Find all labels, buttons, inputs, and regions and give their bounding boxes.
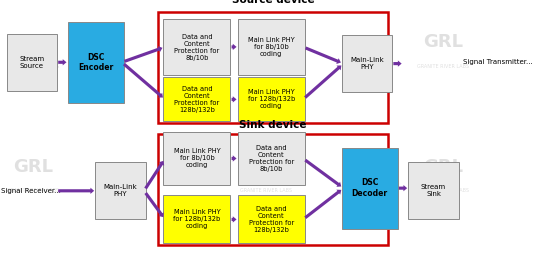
FancyBboxPatch shape bbox=[95, 162, 146, 219]
FancyBboxPatch shape bbox=[238, 19, 305, 75]
FancyBboxPatch shape bbox=[68, 22, 124, 103]
Text: Data and
Content
Protection for
8b/10b: Data and Content Protection for 8b/10b bbox=[249, 145, 294, 172]
FancyBboxPatch shape bbox=[342, 148, 398, 229]
Text: GRL: GRL bbox=[423, 33, 463, 51]
Bar bbox=[158, 12, 388, 123]
FancyBboxPatch shape bbox=[7, 34, 57, 91]
FancyBboxPatch shape bbox=[408, 162, 459, 219]
FancyBboxPatch shape bbox=[163, 195, 230, 243]
Text: Sink device: Sink device bbox=[239, 120, 306, 130]
Text: Main Link PHY
for 128b/132b
coding: Main Link PHY for 128b/132b coding bbox=[248, 89, 295, 109]
Text: Main Link PHY
for 8b/10b
coding: Main Link PHY for 8b/10b coding bbox=[173, 148, 220, 168]
Text: GRANITE RIVER LABS: GRANITE RIVER LABS bbox=[417, 188, 469, 193]
FancyBboxPatch shape bbox=[163, 19, 230, 75]
Text: GRANITE RIVER LABS: GRANITE RIVER LABS bbox=[417, 64, 469, 69]
Text: GRL: GRL bbox=[423, 158, 463, 176]
Text: GRL: GRL bbox=[13, 33, 53, 51]
Text: Main Link PHY
for 128b/132b
coding: Main Link PHY for 128b/132b coding bbox=[173, 209, 220, 229]
FancyBboxPatch shape bbox=[163, 132, 230, 185]
Text: DSC
Decoder: DSC Decoder bbox=[352, 178, 388, 198]
Text: GRL: GRL bbox=[13, 158, 53, 176]
Text: Data and
Content
Protection for
8b/10b: Data and Content Protection for 8b/10b bbox=[175, 34, 219, 60]
Text: Signal Receiver...: Signal Receiver... bbox=[1, 188, 61, 194]
FancyBboxPatch shape bbox=[163, 77, 230, 121]
Text: GRANITE RIVER LABS: GRANITE RIVER LABS bbox=[7, 64, 59, 69]
Text: DSC
Encoder: DSC Encoder bbox=[78, 52, 113, 72]
Text: Main-Link
PHY: Main-Link PHY bbox=[350, 57, 384, 70]
Text: Signal Transmitter...: Signal Transmitter... bbox=[463, 59, 532, 65]
Text: Data and
Content
Protection for
128b/132b: Data and Content Protection for 128b/132… bbox=[175, 86, 219, 113]
Text: Data and
Content
Protection for
128b/132b: Data and Content Protection for 128b/132… bbox=[249, 206, 294, 233]
Text: GRANITE RIVER LABS: GRANITE RIVER LABS bbox=[7, 188, 59, 193]
FancyBboxPatch shape bbox=[342, 35, 392, 92]
Text: GRL: GRL bbox=[246, 33, 286, 51]
Bar bbox=[158, 134, 388, 245]
Text: GRL: GRL bbox=[246, 158, 286, 176]
Text: Main Link PHY
for 8b/10b
coding: Main Link PHY for 8b/10b coding bbox=[248, 37, 295, 57]
FancyBboxPatch shape bbox=[238, 195, 305, 243]
Text: Stream
Source: Stream Source bbox=[19, 56, 44, 69]
Text: Stream
Sink: Stream Sink bbox=[421, 184, 446, 197]
FancyBboxPatch shape bbox=[238, 132, 305, 185]
FancyBboxPatch shape bbox=[238, 77, 305, 121]
Text: Source device: Source device bbox=[232, 0, 314, 5]
Text: GRANITE RIVER LABS: GRANITE RIVER LABS bbox=[240, 64, 292, 69]
Text: Main-Link
PHY: Main-Link PHY bbox=[104, 184, 137, 197]
Text: GRANITE RIVER LABS: GRANITE RIVER LABS bbox=[240, 188, 292, 193]
